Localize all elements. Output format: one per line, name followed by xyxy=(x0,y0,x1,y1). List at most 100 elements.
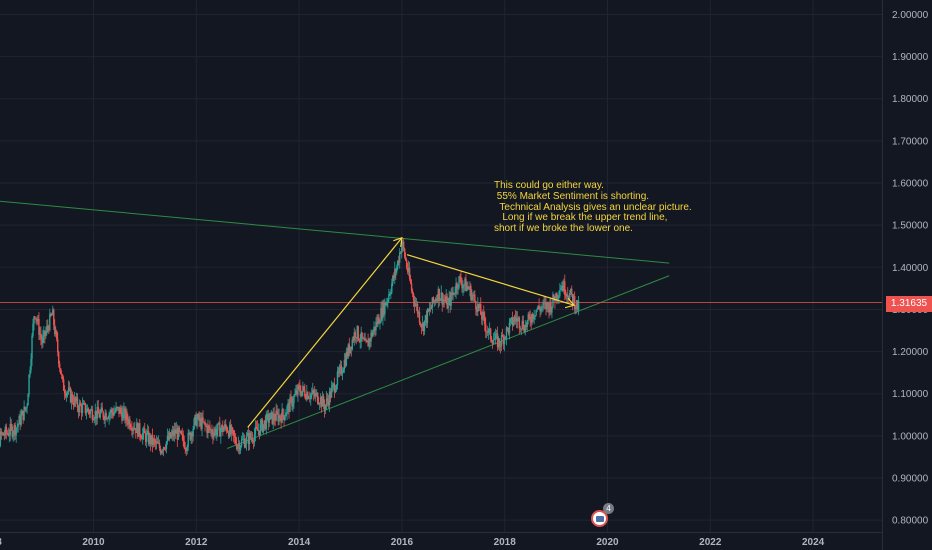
candle-body xyxy=(501,335,504,337)
candle-body xyxy=(119,408,121,414)
candle-body xyxy=(157,442,160,444)
candle-body xyxy=(246,433,249,436)
candle-body xyxy=(367,340,369,347)
candle-body xyxy=(126,411,128,420)
candle-body xyxy=(44,330,46,337)
candle-body xyxy=(168,432,171,440)
candle-body xyxy=(45,331,47,337)
candle-body xyxy=(443,299,445,301)
candle-body xyxy=(124,408,126,421)
candle-body xyxy=(371,332,373,337)
candle-body xyxy=(390,292,392,295)
candle-body xyxy=(66,392,69,393)
candle-body xyxy=(445,296,447,302)
calendar-event-icon[interactable] xyxy=(591,510,608,527)
candle-body xyxy=(305,396,307,400)
candle-body xyxy=(232,430,235,436)
candle-body xyxy=(528,314,530,317)
candle-body xyxy=(484,315,486,325)
candle-body xyxy=(420,324,423,328)
candle-body xyxy=(116,407,118,408)
candle-body xyxy=(82,403,85,405)
candle-body xyxy=(204,421,206,425)
candle-body xyxy=(536,309,538,310)
candle-body xyxy=(100,407,102,413)
annotation-text[interactable]: This could go either way. 55% Market Sen… xyxy=(494,180,692,235)
candle-body xyxy=(202,417,204,422)
candle-body xyxy=(115,407,117,412)
candle-body xyxy=(170,434,173,438)
events-badge[interactable]: 4 xyxy=(591,503,614,529)
candle-body xyxy=(125,411,127,421)
candle-body xyxy=(547,302,549,306)
y-tick-label: 0.80000 xyxy=(892,516,929,527)
candle-body xyxy=(33,316,35,324)
candle-body xyxy=(539,308,541,312)
candle-body xyxy=(121,412,123,421)
candle-body xyxy=(314,393,316,397)
candle-body xyxy=(432,297,435,303)
candle-body xyxy=(361,332,363,339)
candle-body xyxy=(142,433,144,440)
candle-body xyxy=(275,410,277,421)
candle-body xyxy=(240,439,243,447)
candle-body xyxy=(457,287,459,289)
candle-body xyxy=(164,448,167,450)
candle-body xyxy=(151,434,154,445)
candle-body xyxy=(441,292,443,305)
candle-body xyxy=(180,431,182,435)
candle-body xyxy=(538,305,540,309)
candle-body xyxy=(243,439,246,448)
candle-body xyxy=(329,391,332,398)
candle-body xyxy=(296,390,298,395)
candle-body xyxy=(260,419,263,424)
candle-body xyxy=(310,394,312,399)
candle-body xyxy=(190,433,192,440)
candle-body xyxy=(430,307,433,310)
candle-body xyxy=(523,329,525,333)
candle-body xyxy=(506,327,509,329)
candle-body xyxy=(574,307,577,310)
candle-body xyxy=(222,425,224,432)
candle-body xyxy=(261,419,264,432)
candle-body xyxy=(6,433,9,434)
candle-body xyxy=(330,387,333,398)
candle-body xyxy=(92,419,95,421)
candle-body xyxy=(194,414,196,419)
candle-body xyxy=(324,404,327,411)
candle-body xyxy=(54,324,56,335)
candle-body xyxy=(438,288,440,301)
candle-body xyxy=(220,429,222,437)
trendline-lower xyxy=(226,275,670,449)
candle-body xyxy=(109,413,111,414)
candle-body xyxy=(497,338,500,348)
candle-body xyxy=(46,325,48,332)
candle-body xyxy=(440,292,442,300)
candle-body xyxy=(331,385,334,388)
candle-body xyxy=(325,398,328,405)
candle-body xyxy=(52,309,54,315)
candle-body xyxy=(0,431,3,435)
candle-body xyxy=(178,427,180,432)
candle-body xyxy=(193,418,195,429)
candle-body xyxy=(416,303,419,314)
candle-body xyxy=(265,414,267,429)
candle-body xyxy=(58,363,61,369)
candle-body xyxy=(456,283,458,289)
candle-body xyxy=(270,411,272,414)
x-tick-label: 2012 xyxy=(185,537,208,548)
candle-body xyxy=(24,406,26,410)
candle-body xyxy=(398,260,400,263)
candle-body xyxy=(197,414,199,419)
candle-body xyxy=(577,301,580,310)
candle-body xyxy=(188,432,190,434)
candle-body xyxy=(207,425,209,434)
candle-body xyxy=(334,389,337,393)
candle-body xyxy=(382,302,384,319)
candle-body xyxy=(201,417,203,429)
candle-body xyxy=(415,303,418,305)
candle-body xyxy=(186,446,188,452)
candle-body xyxy=(566,294,568,297)
